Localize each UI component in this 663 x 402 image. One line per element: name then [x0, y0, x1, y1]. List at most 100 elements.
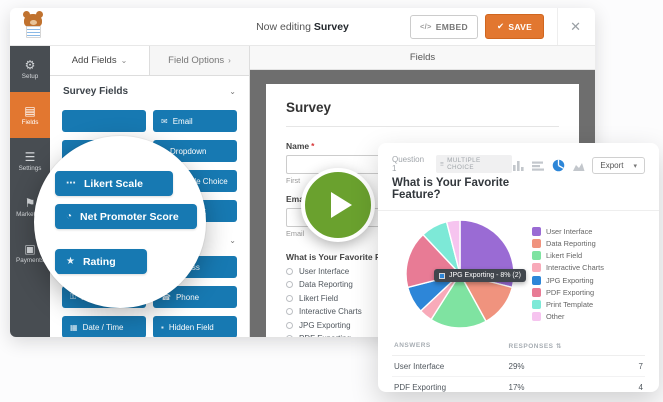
required-mark: *: [311, 141, 315, 151]
play-icon: [330, 192, 352, 218]
responses-column-header[interactable]: RESPONSES ⇅: [508, 343, 562, 350]
field-icon: ☎: [161, 292, 171, 302]
legend-swatch: [532, 287, 541, 297]
rating-icon: ★: [66, 256, 75, 267]
pie-slice-other[interactable]: [445, 219, 461, 275]
video-play-button[interactable]: [301, 168, 375, 242]
export-label: Export: [600, 161, 624, 170]
legend-item: Print Template: [532, 299, 604, 309]
field-type-badge: ≡ MULTIPLE CHOICE: [435, 155, 513, 173]
radio-icon[interactable]: [286, 294, 293, 302]
option-row: Data Reporting: [286, 280, 559, 289]
legend-swatch: [532, 275, 541, 285]
field-label: Likert Scale: [84, 177, 143, 190]
field-button-rating[interactable]: ★ Rating: [55, 249, 147, 274]
survey-fields-section-header[interactable]: Survey Fields ⌄: [50, 76, 249, 101]
sidebar-item-label: Payments: [16, 256, 44, 264]
tab-add-fields[interactable]: Add Fields ⌄: [50, 46, 149, 75]
sidebar-item-payments[interactable]: ▣ Payments: [10, 230, 50, 276]
payments-icon: ▣: [24, 241, 36, 256]
pie-chart-icon[interactable]: [552, 159, 565, 172]
table-header-row: ANSWERS RESPONSES ⇅: [392, 337, 645, 356]
legend-swatch: [532, 226, 541, 236]
legend-label: Interactive Charts: [546, 263, 604, 273]
answer-cell: User Interface: [394, 361, 445, 371]
question-number: Question 1: [392, 155, 425, 173]
field-button-likert-scale[interactable]: ⋯ Likert Scale: [55, 171, 173, 196]
report-question-title: What is Your Favorite Feature?: [392, 177, 510, 201]
check-icon: ✔: [496, 21, 505, 31]
field-button-phone[interactable]: ☎ Phone: [153, 286, 237, 308]
name-field-label: Name *: [286, 141, 315, 151]
bar-chart-icon[interactable]: [512, 160, 525, 172]
save-button[interactable]: ✔ SAVE: [484, 14, 545, 39]
sidebar-item-label: Marketing: [16, 210, 44, 218]
option-label: Likert Field: [299, 293, 339, 303]
sidebar-item-settings[interactable]: ☰ Settings: [10, 138, 50, 184]
legend-swatch: [532, 239, 541, 249]
radio-icon[interactable]: [286, 335, 293, 337]
field-label: Email: [172, 116, 193, 126]
legend-item: Likert Field: [532, 251, 604, 261]
legend-label: Likert Field: [546, 251, 583, 261]
sidebar-item-fields[interactable]: ▤ Fields: [10, 92, 50, 138]
table-row[interactable]: PDF Exporting 17% 4: [392, 377, 645, 392]
field-icon: ✉: [161, 116, 168, 126]
pie-slice-likert-field[interactable]: [430, 272, 487, 329]
tab-field-options[interactable]: Field Options ›: [149, 46, 249, 75]
fields-section-2-header[interactable]: ⌄: [50, 222, 249, 247]
sidebar-item-marketing[interactable]: ⚑ Marketing: [10, 184, 50, 230]
table-row[interactable]: User Interface 29% 7: [392, 356, 645, 377]
legend-label: Print Template: [546, 299, 594, 309]
legend-item: User Interface: [532, 226, 604, 236]
divider: [286, 126, 559, 127]
chevron-down-icon: ⌄: [229, 87, 236, 96]
field-icon: ▦: [70, 322, 78, 332]
field-button-email[interactable]: ✉ Email: [153, 110, 237, 132]
code-icon: </>: [419, 22, 432, 31]
export-dropdown[interactable]: Export ▾: [592, 157, 645, 174]
radio-icon[interactable]: [286, 321, 293, 329]
legend-item: Other: [532, 312, 604, 322]
option-label: JPG Exporting: [299, 320, 351, 330]
count-cell: 4: [638, 382, 643, 392]
chart-tooltip: JPG Exporting - 8% (2): [434, 269, 526, 282]
radio-icon[interactable]: [286, 281, 293, 288]
legend-label: JPG Exporting: [546, 275, 594, 285]
area-chart-icon[interactable]: [572, 160, 585, 172]
field-button-date-time[interactable]: ▦ Date / Time: [62, 316, 146, 337]
first-sublabel: First: [286, 176, 301, 185]
legend-item: Interactive Charts: [532, 263, 604, 273]
section-label: Survey Fields: [63, 86, 129, 97]
divider: [557, 8, 559, 45]
field-button-hidden[interactable]: [62, 110, 146, 132]
radio-icon[interactable]: [286, 267, 293, 275]
horizontal-bar-chart-icon[interactable]: [532, 160, 545, 172]
field-label: Rating: [82, 255, 116, 268]
percent-cell: 17%: [508, 382, 525, 392]
sidebar-item-setup[interactable]: ⚙ Setup: [10, 46, 50, 92]
list-icon: ≡: [439, 160, 445, 168]
fields-icon: ▤: [24, 103, 36, 118]
panel-tabs: Add Fields ⌄ Field Options ›: [50, 46, 249, 76]
answers-column-header[interactable]: ANSWERS: [394, 342, 431, 349]
tooltip-color-swatch: [439, 272, 445, 279]
field-button-net-promoter-score[interactable]: ◔ Net Promoter Score: [55, 204, 197, 229]
wpforms-logo: [10, 11, 56, 40]
divider: [378, 210, 659, 211]
chevron-down-icon: ⌄: [120, 56, 128, 65]
embed-button[interactable]: </> EMBED: [409, 14, 478, 39]
sidebar-item-label: Fields: [21, 118, 39, 126]
options-list: User Interface Data Reporting Likert Field…: [286, 267, 559, 337]
field-button-hidden-field[interactable]: ▪ Hidden Field: [153, 316, 237, 337]
question-label: What is Your Favorite Feature?: [286, 252, 411, 262]
close-icon[interactable]: ✕: [570, 18, 581, 34]
settings-icon: ☰: [24, 149, 36, 164]
net-promoter-score-icon: ◔: [66, 211, 73, 222]
sort-icon: ⇅: [555, 343, 562, 350]
radio-icon[interactable]: [286, 308, 293, 315]
now-editing-label: Now editing: [256, 20, 311, 33]
legend-label: PDF Exporting: [546, 287, 595, 297]
option-row: PDF Exporting: [286, 334, 559, 337]
